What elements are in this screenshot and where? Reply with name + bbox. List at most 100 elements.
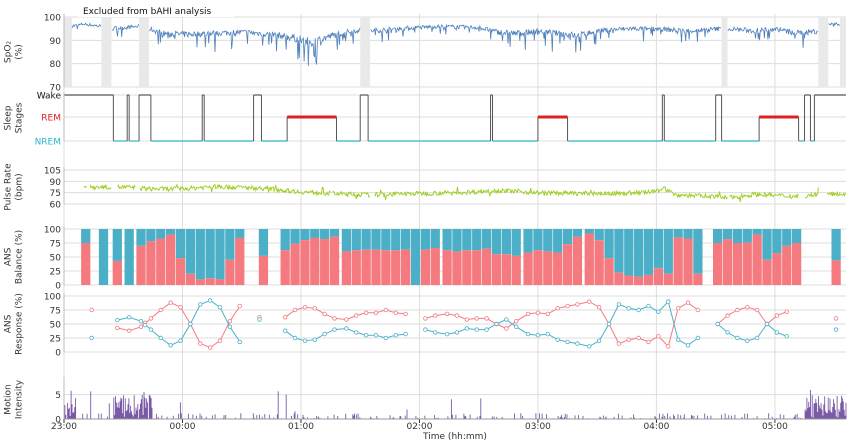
ans-bar-sympathetic [732,243,743,285]
ans-response-point [312,337,317,342]
ans-response-point [616,302,622,307]
ans-bar-parasympathetic [410,229,421,285]
ans-response-point [89,307,94,313]
ans-response-point [126,315,132,320]
ans-bar-parasympathetic [166,229,176,235]
ans-bar-sympathetic [791,243,802,285]
ans-bar-parasympathetic [584,229,594,234]
ans-bar-parasympathetic [653,229,664,269]
ans-bar-sympathetic [543,251,553,285]
ans-bar-parasympathetic [420,229,431,250]
ans-response-point [383,335,389,341]
ans-response-point [596,305,602,310]
y-tick-label: 70 [50,84,62,94]
y-axis-title-line: Sleep [4,105,14,130]
ans-response-point [745,305,750,310]
ans-response-point [555,306,560,311]
ans-response-point [626,306,631,311]
ans-bar-parasympathetic [673,229,683,238]
y-axis-title: MotionIntensity [4,379,25,419]
ans-response-point [383,307,389,313]
ans-response-point [393,333,398,338]
x-tick-label: 23:00 [51,422,77,432]
ans-bar-sympathetic [442,250,452,285]
ans-bar-parasympathetic [320,229,330,240]
ans-response-point [454,330,460,335]
ans-bar-sympathetic [604,258,614,285]
ans-bar-parasympathetic [156,229,166,239]
ans-response-point [565,303,570,309]
ans-bar-sympathetic [215,279,225,285]
ans-response-point [535,333,541,338]
ans-bar-sympathetic [205,278,215,285]
excluded-band [360,17,371,87]
ans-bar-parasympathetic [225,229,235,260]
ans-response-isolated-point [833,327,839,332]
ans-bar-parasympathetic [501,229,511,255]
y-axis-title-line: Stages [15,102,25,133]
ans-response-point [646,339,651,345]
ans-bar-sympathetic [166,234,176,285]
ans-bar-sympathetic [511,255,521,285]
ans-response-point [444,311,450,317]
ans-response-point [198,302,203,307]
ans-bar-sympathetic [185,273,196,285]
ans-bar-parasympathetic [693,229,703,274]
ans-response-point [575,341,580,346]
stage-level-label: Wake [37,92,62,102]
ans-bar-parasympathetic [205,229,215,279]
ans-response-point [217,338,223,343]
excluded-band [139,17,149,87]
ans-bar-sympathetic [290,243,300,285]
excluded-annotation: Excluded from bAHI analysis [83,7,212,17]
ans-response-point [227,319,233,324]
ans-response-point [666,299,671,304]
ans-response-point [227,324,233,329]
ans-response-point [322,331,327,337]
spo2-line [71,22,840,67]
y-axis-title-line: Motion [4,384,14,415]
axes-layer: 23:00 00:00 01:00 02:00 03:00 04:00 05:00 Time … [4,3,846,440]
ans-response-point [695,335,701,341]
y-axis-title-line: (%) [15,44,25,60]
stage-level-label: REM [41,114,61,124]
ans-response-point [735,335,740,341]
ans-bar-sympathetic [624,275,634,285]
ans-bar-parasympathetic [146,229,156,242]
ans-response-point [545,311,551,317]
ans-bar-parasympathetic [81,229,91,243]
y-tick-label: 5 [55,391,61,401]
ans-response-point [685,300,691,305]
ans-bar-sympathetic [341,251,352,285]
ans-bar-parasympathetic [491,229,502,255]
y-axis-title-line: Response (%) [15,293,25,355]
ans-response-point [725,313,730,318]
ans-response-point [656,334,661,339]
y-tick-label: 80 [50,60,62,70]
ans-bar-parasympathetic [430,229,440,249]
ans-bar-sympathetic [329,236,340,285]
y-axis-title-line: Balance (%) [15,230,25,284]
ans-bar-sympathetic [663,273,673,285]
y-axis-title: SleepStages [4,102,25,133]
ans-bar-parasympathetic [523,229,533,253]
ans-response-point [745,338,750,343]
ans-bar-sympathetic [533,250,543,285]
ans-response-point [282,328,288,333]
ans-response-point [393,310,398,315]
ans-response-point [332,316,337,321]
ans-bar-parasympathetic [124,229,134,285]
ans-response-point [158,307,163,313]
y-axis-title-line: (bpm) [15,173,25,200]
ans-response-point [504,326,509,331]
ans-bar-parasympathetic [614,229,624,273]
x-tick-label: 04:00 [643,422,669,432]
ans-bar-parasympathetic [562,229,573,245]
ans-response-isolated-point [257,317,262,322]
ans-response-point [525,331,531,337]
x-tick-label: 02:00 [406,422,432,432]
ans-response-isolated-point [142,322,148,328]
y-tick-label: 100 [44,226,61,236]
ans-bar-parasympathetic [462,229,472,251]
ans-bar-sympathetic [634,276,644,285]
